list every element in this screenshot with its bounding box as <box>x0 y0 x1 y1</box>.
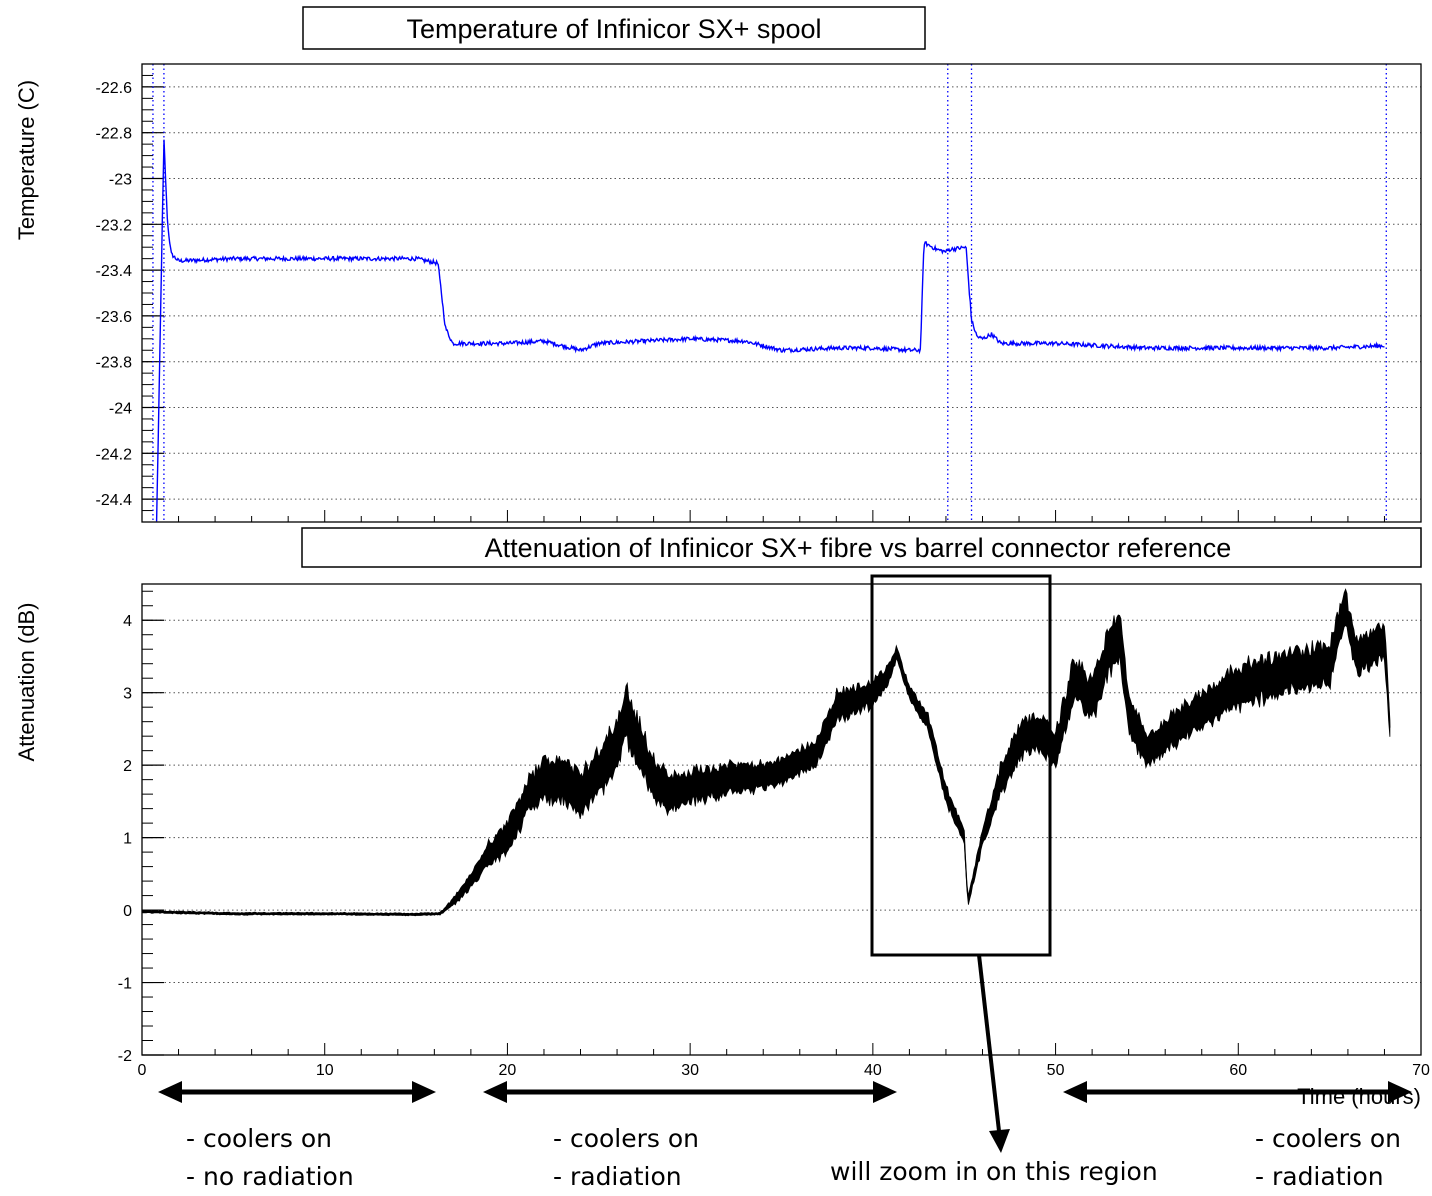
y-tick-label: -24.2 <box>96 446 133 463</box>
temperature-title-box <box>302 6 926 50</box>
span-arrow-2 <box>483 1081 897 1103</box>
x-tick-label: 70 <box>1412 1062 1430 1079</box>
x-tick-label: 50 <box>1047 1062 1065 1079</box>
y-tick-label: -22.8 <box>96 126 133 143</box>
x-tick-label: 10 <box>316 1062 334 1079</box>
y-tick-label: -24 <box>109 401 132 418</box>
x-tick-label: 60 <box>1229 1062 1247 1079</box>
y-tick-label: -2 <box>118 1048 132 1065</box>
segment-1-line2: - no radiation <box>186 1162 354 1191</box>
x-tick-label: 30 <box>681 1062 699 1079</box>
zoom-pointer-arrow <box>977 954 1001 1132</box>
y-tick-label: 3 <box>123 686 132 703</box>
y-tick-label: -1 <box>118 976 132 993</box>
segment-1-label: - coolers on - no radiation <box>186 1120 354 1196</box>
segment-3-line1: - coolers on <box>1255 1124 1402 1153</box>
attenuation-title-box <box>301 527 1422 568</box>
segment-2-line1: - coolers on <box>553 1124 700 1153</box>
segment-2-label: - coolers on - radiation <box>553 1120 699 1196</box>
zoom-pointer-arrowhead <box>989 1129 1010 1153</box>
segment-3-label: - coolers on - radiation <box>1255 1120 1401 1196</box>
y-tick-label: -23 <box>109 172 132 189</box>
temperature-plot-frame <box>141 63 1422 523</box>
y-tick-label: 1 <box>123 831 132 848</box>
segment-2-line2: - radiation <box>553 1162 682 1191</box>
attenuation-y-axis-label: Attenuation (dB) <box>14 603 39 762</box>
attenuation-series-band <box>141 588 1391 917</box>
x-tick-label: 40 <box>864 1062 882 1079</box>
y-tick-label: -23.2 <box>96 217 133 234</box>
y-tick-label: 4 <box>123 613 132 630</box>
segment-3-line2: - radiation <box>1255 1162 1384 1191</box>
temperature-title: Temperature of Infinicor SX+ spool <box>407 14 822 44</box>
annotation-layer <box>158 574 1412 1153</box>
attenuation-panel: Attenuation of Infinicor SX+ fibre vs ba… <box>14 527 1430 1109</box>
y-tick-label: -24.4 <box>96 492 133 509</box>
y-tick-label: -23.8 <box>96 355 133 372</box>
y-tick-label: -22.6 <box>96 80 133 97</box>
x-tick-label: 0 <box>138 1062 147 1079</box>
y-tick-label: 2 <box>123 758 132 775</box>
attenuation-plot-frame <box>141 583 1422 1056</box>
attenuation-title: Attenuation of Infinicor SX+ fibre vs ba… <box>485 533 1232 563</box>
temperature-series-line <box>155 139 1385 522</box>
y-tick-label: 0 <box>123 903 132 920</box>
x-tick-label: 20 <box>499 1062 517 1079</box>
temperature-panel: Temperature of Infinicor SX+ spool Tempe… <box>14 6 1422 523</box>
span-arrow-1 <box>158 1081 436 1103</box>
attenuation-series-line <box>141 608 1391 916</box>
zoom-region-label: will zoom in on this region <box>830 1157 1158 1186</box>
y-tick-label: -23.4 <box>96 263 133 280</box>
segment-1-line1: - coolers on <box>186 1124 333 1153</box>
zoom-region-box <box>870 574 1052 957</box>
span-arrow-3 <box>1063 1081 1412 1103</box>
temperature-y-axis-label: Temperature (C) <box>14 80 39 240</box>
y-tick-label: -23.6 <box>96 309 133 326</box>
